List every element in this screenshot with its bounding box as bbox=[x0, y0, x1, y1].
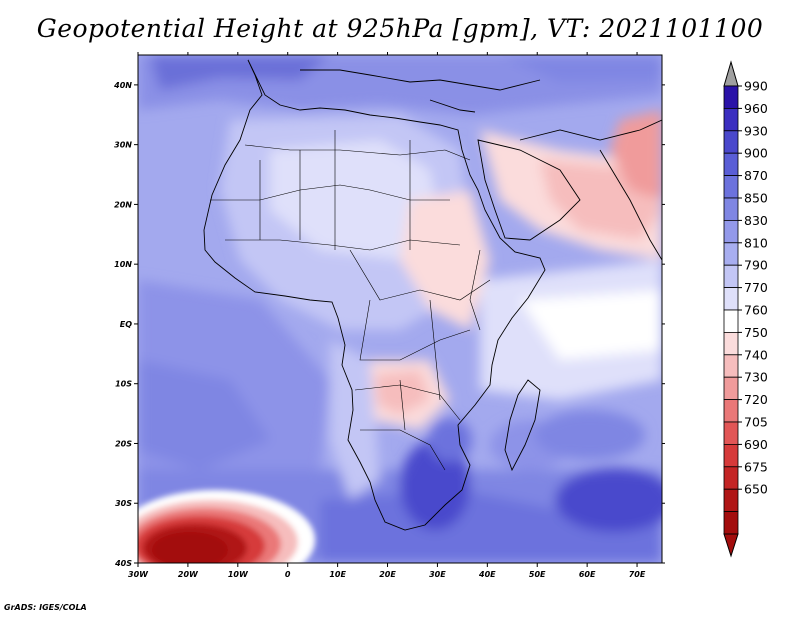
map-frame bbox=[137, 54, 663, 564]
colorbar-swatch bbox=[723, 443, 739, 468]
longitude-axis: 30W 20W 10W 0 10E 20E 30E 40E 50E 60E 70E bbox=[128, 52, 646, 579]
lat-tick-label: 20N bbox=[114, 200, 132, 209]
colorbar-swatch bbox=[723, 152, 739, 176]
lon-tick-label: 30E bbox=[429, 570, 446, 579]
lon-tick-label: 60E bbox=[579, 570, 596, 579]
lon-tick-label: 10W bbox=[228, 570, 249, 579]
colorbar-label: 690 bbox=[744, 437, 768, 452]
latitude-axis: 40N 30N 20N 10N EQ 10S 20S 30S 40S bbox=[113, 81, 665, 568]
colorbar-swatch bbox=[723, 130, 739, 154]
lon-tick-label: 0 bbox=[285, 570, 291, 579]
lon-tick-label: 40E bbox=[478, 570, 496, 579]
lat-tick-label: 40S bbox=[114, 559, 132, 568]
lon-tick-label: 20E bbox=[379, 570, 396, 579]
colorbar-label: 720 bbox=[744, 392, 768, 407]
colorbar-label: 650 bbox=[744, 482, 768, 497]
colorbar-label: 870 bbox=[744, 168, 768, 183]
colorbar-arrow-bottom bbox=[723, 533, 739, 558]
colorbar-swatch bbox=[723, 466, 739, 490]
colorbar-swatch bbox=[723, 108, 739, 132]
colorbar-label: 990 bbox=[744, 79, 768, 94]
map-title: Geopotential Height at 925hPa [gpm], VT:… bbox=[36, 14, 764, 43]
colorbar-swatch bbox=[723, 264, 739, 289]
colorbar-swatch bbox=[723, 85, 739, 109]
colorbar-label: 770 bbox=[744, 280, 768, 295]
colorbar-swatch bbox=[723, 242, 739, 266]
lat-tick-label: EQ bbox=[120, 320, 132, 329]
colorbar-label: 850 bbox=[744, 191, 768, 206]
lat-tick-label: 10S bbox=[115, 380, 132, 389]
colorbar-label: 730 bbox=[744, 370, 768, 385]
colorbar-swatch bbox=[723, 309, 739, 333]
colorbar-label: 705 bbox=[744, 415, 768, 430]
colorbar-swatch bbox=[723, 197, 739, 221]
height-field bbox=[138, 55, 662, 563]
lon-tick-label: 30W bbox=[128, 570, 149, 579]
lon-tick-label: 70E bbox=[629, 570, 646, 579]
lat-tick-label: 30N bbox=[114, 141, 132, 150]
colorbar-swatch bbox=[723, 399, 739, 423]
colorbar-label: 750 bbox=[744, 325, 768, 340]
lat-tick-label: 30S bbox=[115, 499, 132, 508]
credit-text: GrADS: IGES/COLA bbox=[4, 603, 87, 612]
colorbar-swatch bbox=[723, 287, 739, 311]
colorbar-label: 960 bbox=[744, 101, 768, 116]
country-borders bbox=[210, 130, 491, 471]
lon-tick-label: 50E bbox=[529, 570, 546, 579]
lon-tick-label: 20W bbox=[178, 570, 199, 579]
colorbar-label: 830 bbox=[744, 213, 768, 228]
colorbar-label: 900 bbox=[744, 146, 768, 161]
colorbar-swatch bbox=[723, 354, 739, 378]
colorbar-swatch bbox=[723, 488, 739, 513]
colorbar-arrow-top bbox=[723, 60, 739, 87]
colorbar-swatch bbox=[723, 376, 739, 401]
colorbar-swatch bbox=[723, 219, 739, 244]
coastlines bbox=[203, 59, 662, 531]
lat-tick-label: 10N bbox=[114, 260, 132, 269]
colorbar-label: 930 bbox=[744, 123, 768, 138]
colorbar-swatch bbox=[723, 331, 739, 356]
lon-tick-label: 10E bbox=[329, 570, 346, 579]
lat-tick-label: 40N bbox=[113, 81, 132, 90]
colorbar-swatch bbox=[723, 175, 739, 199]
lat-tick-label: 20S bbox=[115, 439, 132, 448]
colorbar-swatch bbox=[723, 421, 739, 445]
colorbar-label: 675 bbox=[744, 459, 768, 474]
colorbar-label: 810 bbox=[744, 235, 768, 250]
colorbar-label: 740 bbox=[744, 347, 768, 362]
colorbar-label: 790 bbox=[744, 258, 768, 273]
colorbar: 990 960 930 900 870 850 830 810 790 770 760 750 740 7… bbox=[723, 60, 768, 558]
colorbar-label: 760 bbox=[744, 303, 768, 318]
colorbar-swatch bbox=[723, 511, 739, 535]
